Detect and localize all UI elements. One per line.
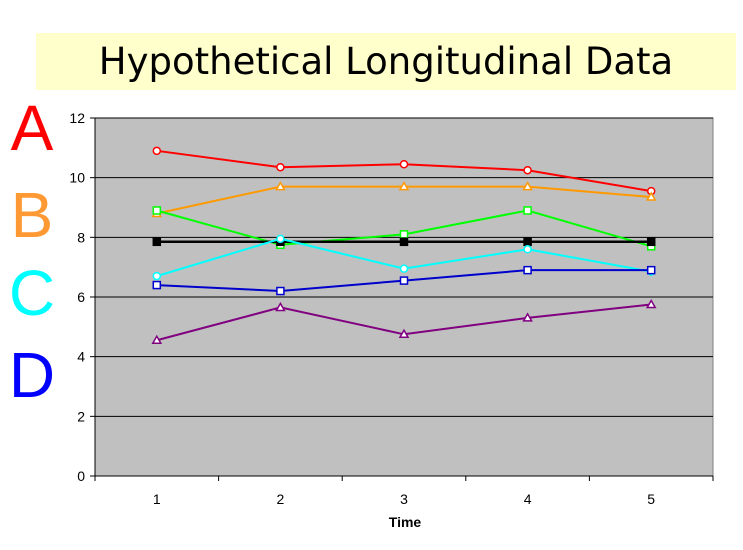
- y-tick-label: 0: [77, 468, 85, 484]
- data-point: [275, 181, 286, 191]
- data-point: [152, 271, 162, 281]
- data-point: [523, 206, 532, 215]
- data-point: [522, 312, 533, 322]
- y-tick-label: 6: [77, 289, 85, 305]
- data-point: [398, 181, 410, 191]
- data-point: [398, 328, 410, 339]
- data-point: [151, 334, 163, 345]
- x-axis-label: Time: [389, 514, 422, 530]
- data-point: [399, 237, 409, 247]
- title-band: [36, 33, 736, 90]
- data-point: [646, 265, 656, 275]
- data-point: [152, 280, 162, 290]
- data-point: [276, 162, 285, 172]
- y-tick-label: 8: [77, 229, 85, 245]
- data-point: [645, 191, 657, 201]
- data-point: [523, 265, 532, 275]
- x-tick-label: 3: [400, 491, 408, 507]
- side-label-d: D: [8, 339, 56, 411]
- data-point: [152, 206, 162, 215]
- side-label-a: A: [10, 92, 54, 164]
- y-tick-label: 12: [69, 110, 85, 126]
- y-tick-label: 10: [69, 170, 85, 186]
- data-point: [399, 276, 409, 285]
- page-title: Hypothetical Longitudinal Data: [98, 40, 674, 83]
- data-point: [275, 301, 286, 312]
- side-label-b: B: [10, 179, 54, 251]
- series-1: [152, 146, 656, 196]
- x-tick-label: 1: [153, 491, 161, 507]
- data-point: [646, 237, 656, 247]
- data-point: [276, 286, 285, 296]
- data-point: [399, 264, 409, 273]
- data-point: [152, 237, 162, 247]
- data-point: [523, 237, 532, 247]
- data-point: [399, 230, 409, 239]
- y-tick-label: 4: [77, 349, 85, 365]
- data-point: [645, 298, 657, 309]
- data-point: [522, 181, 533, 191]
- series-6: [152, 265, 656, 296]
- series-layer: [151, 146, 657, 345]
- x-tick-label: 4: [524, 491, 532, 507]
- data-point: [276, 234, 285, 244]
- x-tick-label: 2: [277, 491, 285, 507]
- series-7: [151, 298, 657, 345]
- data-point: [523, 165, 532, 175]
- x-tick-label: 5: [647, 491, 655, 507]
- side-label-c: C: [8, 257, 56, 329]
- data-point: [152, 146, 162, 156]
- y-tick-label: 2: [77, 408, 85, 424]
- data-point: [523, 245, 532, 254]
- data-point: [399, 159, 409, 169]
